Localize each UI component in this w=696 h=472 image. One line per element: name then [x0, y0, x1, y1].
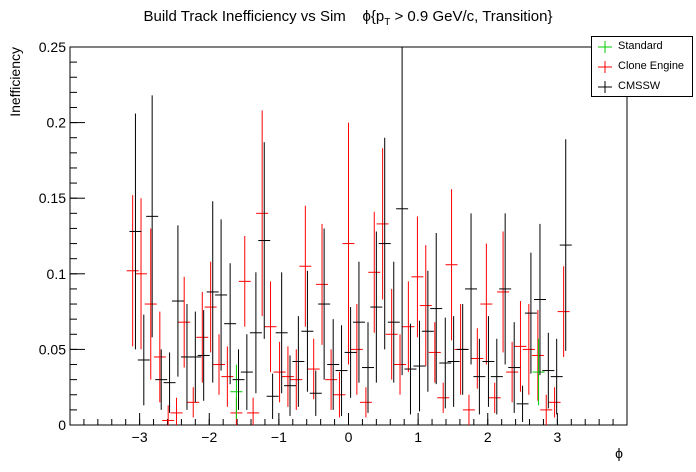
x-tick-label: 0 [345, 429, 353, 445]
legend-label-standard: Standard [618, 40, 663, 52]
y-tick-label: 0.2 [47, 115, 67, 131]
y-tick-label: 0 [58, 417, 66, 433]
y-tick-label: 0.1 [47, 266, 67, 282]
x-tick-label: 3 [553, 429, 561, 445]
legend-item-clone-engine: Clone Engine [592, 57, 692, 77]
y-tick-label: 0.05 [39, 341, 66, 357]
x-tick-label: −2 [201, 429, 217, 445]
y-axis-label: Inefficiency [7, 47, 23, 117]
x-axis-label: ϕ [615, 445, 623, 461]
y-tick-label: 0.15 [39, 190, 66, 206]
x-tick-label: −1 [271, 429, 287, 445]
chart-title-rest: > 0.9 GeV/c, Transition} [390, 8, 553, 25]
legend-item-cmssw: CMSSW [592, 77, 692, 97]
chart-title-subscript: T [384, 17, 391, 28]
legend-marker-cmssw [598, 81, 612, 93]
legend-item-standard: Standard [592, 37, 692, 57]
chart-title-phi: ϕ{p [362, 8, 385, 25]
y-tick-label: 0.25 [39, 39, 66, 55]
chart-title: Build Track Inefficiency vs Sim ϕ{pT > 0… [0, 8, 696, 28]
legend-marker-clone-engine [598, 61, 612, 73]
x-tick-label: −3 [132, 429, 148, 445]
chart-title-main: Build Track Inefficiency vs Sim [143, 8, 346, 25]
x-tick-label: 2 [484, 429, 492, 445]
legend-label-cmssw: CMSSW [618, 80, 661, 92]
legend: Standard Clone Engine CMSSW [591, 36, 693, 97]
legend-marker-standard [598, 41, 612, 53]
x-tick-label: 1 [414, 429, 422, 445]
legend-label-clone-engine: Clone Engine [618, 60, 685, 72]
